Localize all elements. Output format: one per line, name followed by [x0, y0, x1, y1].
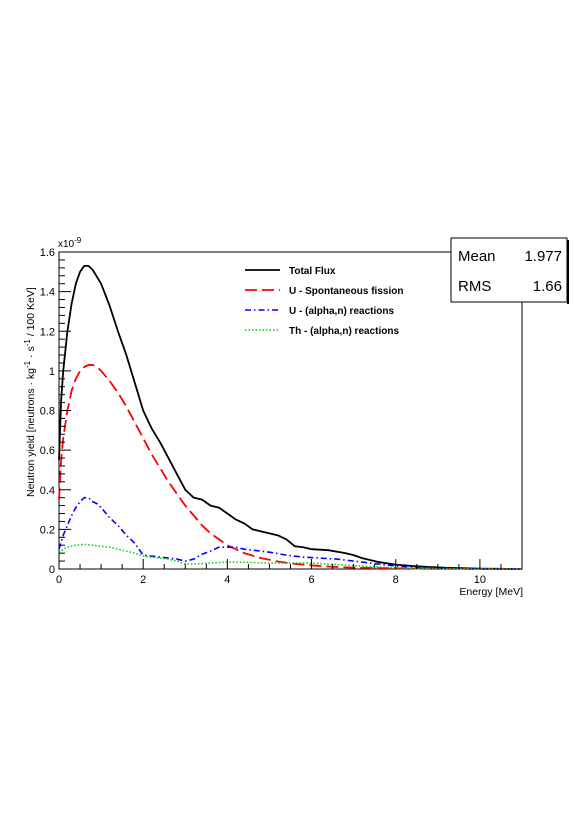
stats-box-frame [450, 237, 568, 303]
y-tick-label: 1.6 [40, 247, 55, 259]
x-tick-label: 8 [393, 574, 399, 586]
y-tick-label: 0.4 [40, 485, 55, 497]
axes-group: 0 2 4 6 8 10 0 0.2 0.4 0.6 0.8 1 1.2 1.4 1.6 [40, 247, 523, 586]
x-tick-label: 6 [308, 574, 314, 586]
y-tick-label: 0.8 [40, 406, 55, 418]
y-axis-label: Neutron yield [neutrons · kg-1 · s-1 / 1… [23, 287, 37, 497]
y-tick-label: 0.2 [40, 524, 55, 536]
y-tick-label: 1.2 [40, 326, 55, 338]
x-tick-label: 10 [474, 574, 486, 586]
stats-box: Mean 1.977 RMS 1.66 [450, 237, 569, 304]
legend-label-4: Th - (alpha,n) reactions [289, 326, 399, 337]
x-tick-label: 2 [140, 574, 146, 586]
stats-mean-value: 1.977 [524, 248, 562, 265]
legend: Total Flux U - Spontaneous fission U - (al… [245, 266, 403, 337]
series-line-3 [58, 496, 523, 570]
stats-rms-value: 1.66 [533, 278, 562, 295]
legend-label-1: Total Flux [289, 266, 336, 277]
series-line-4 [58, 543, 522, 570]
y-tick-label: 0.6 [40, 445, 55, 457]
y-exponent-label: x10-9 [58, 236, 82, 250]
legend-label-2: U - Spontaneous fission [289, 286, 403, 297]
stats-box-shadow [567, 240, 569, 304]
y-tick-label: 0 [49, 564, 55, 576]
x-tick-label: 0 [56, 574, 62, 586]
legend-label-3: U - (alpha,n) reactions [289, 306, 394, 317]
x-tick-label: 4 [224, 574, 230, 586]
x-axis-label: Energy [MeV] [459, 586, 523, 598]
y-tick-label: 1.4 [40, 287, 55, 299]
series-line-2 [58, 364, 522, 570]
stats-mean-label: Mean [458, 248, 496, 265]
y-tick-label: 1 [49, 366, 55, 378]
series-group [58, 264, 523, 570]
series-line-1 [58, 264, 522, 570]
stats-rms-label: RMS [458, 278, 491, 295]
